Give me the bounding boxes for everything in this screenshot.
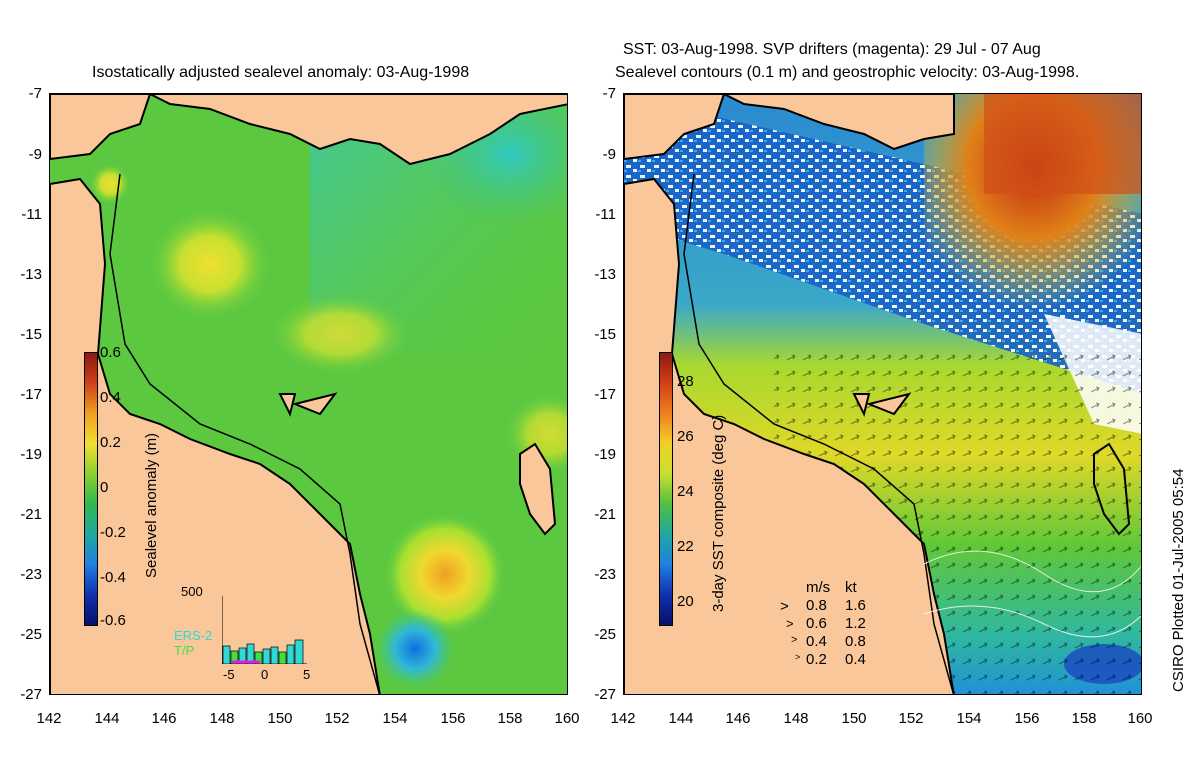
histogram-xtick: 5 (303, 667, 311, 682)
right-map-title-line2: Sealevel contours (0.1 m) and geostrophi… (615, 64, 1080, 81)
left-map-title: Isostatically adjusted sealevel anomaly:… (92, 64, 470, 81)
velocity-legend-ms: 0.6 (806, 615, 827, 632)
sla-colorbar-tick: 0.2 (100, 434, 121, 451)
right-x-tick: 142 (610, 710, 636, 727)
right-x-tick: 150 (841, 710, 867, 727)
sst-colorbar-tick: 24 (677, 483, 694, 500)
left-y-tick: -15 (20, 326, 42, 343)
right-x-tick: 156 (1014, 710, 1040, 727)
velocity-legend-ms: 0.4 (806, 633, 827, 650)
right-y-tick: -11 (595, 206, 616, 223)
right-y-tick: -25 (594, 626, 616, 643)
right-x-tick: 146 (725, 710, 751, 727)
sst-colorbar (659, 352, 673, 626)
velocity-legend-kt: 0.4 (845, 651, 866, 668)
sst-colorbar-tick: 22 (677, 538, 694, 555)
velocity-legend-kt: 1.2 (845, 615, 866, 632)
velocity-legend-kt: 0.8 (845, 633, 866, 650)
velocity-legend-ms: 0.2 (806, 651, 827, 668)
sealevel-anomaly-map (49, 93, 568, 695)
right-y-tick: -23 (594, 566, 616, 583)
right-x-tick: 154 (956, 710, 982, 727)
left-y-tick: -13 (20, 266, 42, 283)
sla-colorbar (84, 352, 98, 626)
left-x-tick: 152 (324, 710, 350, 727)
sla-colorbar-tick: -0.6 (100, 612, 126, 629)
track-histogram (221, 596, 307, 665)
left-y-tick: -25 (20, 626, 42, 643)
velocity-legend-kt: 1.6 (845, 597, 866, 614)
left-x-tick: 148 (209, 710, 235, 727)
sst-colorbar-label: 3-day SST composite (deg C) (710, 414, 727, 612)
right-y-tick: -17 (594, 386, 616, 403)
right-y-tick: -13 (594, 266, 616, 283)
right-y-tick: -21 (594, 506, 616, 523)
sla-colorbar-tick: 0.6 (100, 344, 121, 361)
left-y-tick: -23 (20, 566, 42, 583)
velocity-arrow-icon: > (795, 652, 801, 662)
histogram-xtick: 0 (261, 667, 269, 682)
left-y-tick: -19 (20, 446, 42, 463)
histogram-legend-ers2: ERS-2 (174, 628, 213, 643)
right-y-tick: -27 (594, 686, 616, 703)
right-y-tick: -15 (594, 326, 616, 343)
left-y-tick: -11 (21, 206, 42, 223)
right-x-tick: 160 (1127, 710, 1153, 727)
velocity-legend-header-kt: kt (845, 579, 857, 596)
right-y-tick: -7 (602, 85, 616, 102)
left-y-tick: -17 (20, 386, 42, 403)
sla-colorbar-label: Sealevel anomaly (m) (143, 432, 160, 578)
sst-colorbar-tick: 20 (677, 593, 694, 610)
right-y-tick: -9 (602, 146, 616, 163)
histogram-xtick: -5 (223, 667, 235, 682)
left-x-tick: 144 (94, 710, 120, 727)
left-y-tick: -7 (28, 85, 42, 102)
left-x-tick: 146 (151, 710, 177, 727)
velocity-legend-ms: 0.8 (806, 597, 827, 614)
sla-colorbar-tick: -0.2 (100, 524, 126, 541)
right-x-tick: 144 (668, 710, 694, 727)
histogram-legend-tp: T/P (174, 643, 195, 658)
sealevel-anomaly-field (50, 94, 567, 694)
left-y-tick: -27 (20, 686, 42, 703)
right-map-title-line1: SST: 03-Aug-1998. SVP drifters (magenta)… (623, 41, 1041, 58)
left-y-tick: -21 (20, 506, 42, 523)
left-y-tick: -9 (28, 146, 42, 163)
left-x-tick: 156 (440, 710, 466, 727)
sst-colorbar-tick: 28 (677, 373, 694, 390)
histogram-bars (222, 639, 304, 665)
sla-colorbar-tick: -0.4 (100, 569, 126, 586)
histogram-ymax-label: 500 (181, 584, 203, 599)
right-x-tick: 158 (1071, 710, 1097, 727)
velocity-legend-header-ms: m/s (806, 579, 831, 596)
left-x-tick: 150 (267, 710, 293, 727)
sla-colorbar-tick: 0.4 (100, 389, 121, 406)
left-x-tick: 160 (554, 710, 580, 727)
left-x-tick: 158 (497, 710, 523, 727)
velocity-arrow-icon: > (780, 598, 789, 615)
left-x-tick: 142 (36, 710, 62, 727)
sst-map (623, 93, 1142, 695)
sst-field (624, 94, 1141, 694)
velocity-arrow-icon: > (786, 616, 794, 631)
sla-colorbar-tick: 0 (100, 479, 109, 496)
left-x-tick: 154 (382, 710, 408, 727)
right-x-tick: 148 (783, 710, 809, 727)
right-y-tick: -19 (594, 446, 616, 463)
sst-colorbar-tick: 26 (677, 428, 694, 445)
velocity-arrow-icon: > (791, 634, 798, 646)
right-x-tick: 152 (898, 710, 924, 727)
plot-credit: CSIRO Plotted 01-Jul-2005 05:54 (1170, 468, 1187, 692)
